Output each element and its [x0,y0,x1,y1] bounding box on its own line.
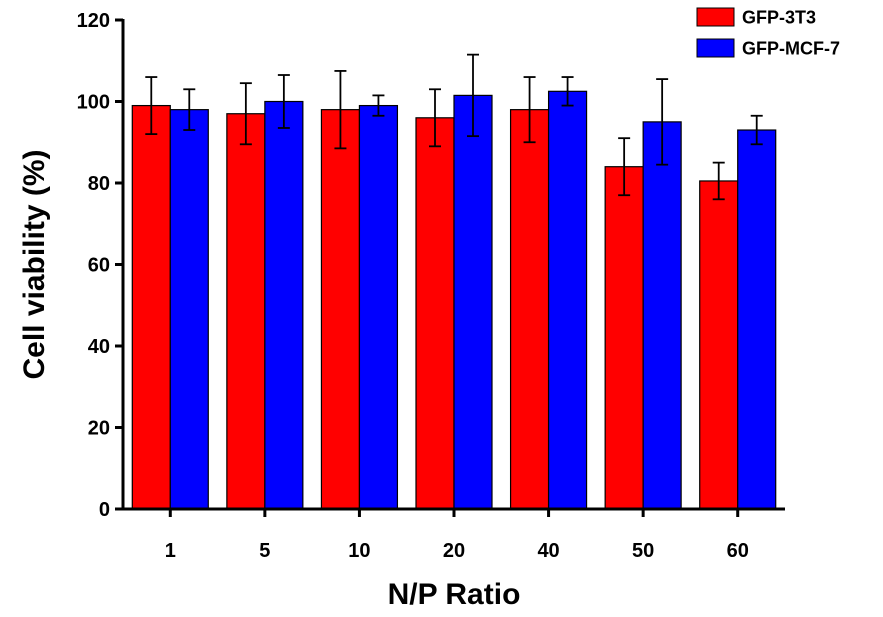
x-tick-label: 60 [727,540,749,562]
bar-gfp-3t3 [226,113,266,510]
x-tick-label: 40 [537,540,559,562]
bar-gfp-mcf-7 [737,129,777,510]
legend-label-gfp-mcf-7: GFP-MCF-7 [742,39,840,59]
y-tick-label: 0 [99,499,110,521]
bar-gfp-mcf-7 [547,90,588,510]
y-tick-label: 60 [88,255,110,277]
x-tick-label: 10 [348,540,370,562]
y-tick-label: 40 [88,336,110,358]
legend: GFP-3T3 GFP-MCF-7 [696,7,840,59]
legend-label-gfp-3t3: GFP-3T3 [742,8,816,28]
bar-gfp-3t3 [699,180,739,510]
y-tick-label: 20 [88,418,110,440]
y-tick-label: 100 [77,92,110,114]
bar-gfp-mcf-7 [453,94,493,510]
legend-swatch-gfp-mcf-7 [696,38,735,58]
legend-swatch-gfp-3t3 [696,7,735,27]
bar-gfp-mcf-7 [642,121,682,510]
y-tick-label: 120 [77,10,110,32]
bar-gfp-3t3 [131,104,171,510]
bars-layer [131,90,777,510]
x-axis-title: N/P Ratio [388,578,521,611]
bar-gfp-mcf-7 [169,109,209,510]
bar-gfp-mcf-7 [264,100,304,510]
y-ticks: 0 20 40 60 80 100 120 [77,10,123,521]
bar-gfp-3t3 [415,117,455,510]
x-tick-label: 20 [443,540,465,562]
x-ticks: 1 5 10 20 40 50 60 [165,509,749,562]
bar-gfp-mcf-7 [358,104,399,510]
error-bars-layer [145,53,763,201]
bar-gfp-3t3 [320,109,361,510]
bar-gfp-3t3 [604,166,644,510]
y-tick-label: 80 [88,173,110,195]
bar-gfp-3t3 [509,109,550,510]
x-tick-label: 50 [632,540,654,562]
y-axis-title: Cell viability (%) [18,149,51,379]
x-tick-label: 1 [165,540,176,562]
x-tick-label: 5 [259,540,270,562]
